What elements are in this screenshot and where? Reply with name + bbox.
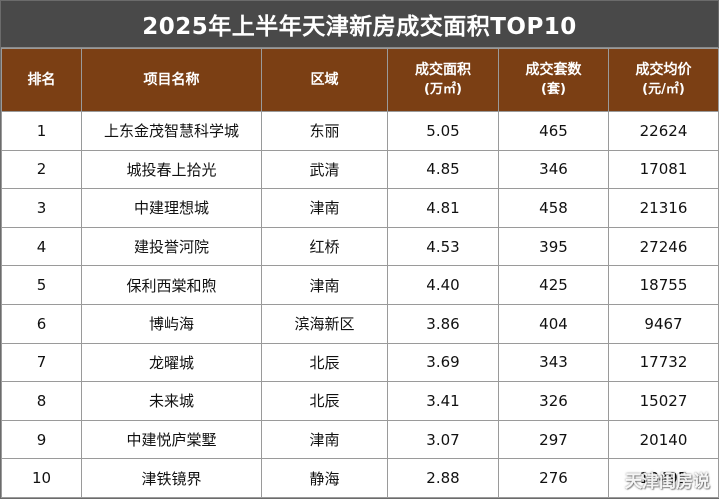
cell-area: 2.88 (387, 458, 499, 498)
cell-price: 21316 (608, 188, 719, 228)
cell-rank: 8 (1, 381, 82, 421)
cell-price: 9467 (608, 303, 719, 344)
cell-price: 18495 (608, 458, 719, 498)
cell-project: 龙曜城 (81, 342, 262, 383)
header-rank: 排名 (1, 48, 82, 112)
cell-district: 滨海新区 (261, 303, 388, 344)
cell-district: 东丽 (261, 111, 388, 151)
cell-area: 4.40 (387, 265, 499, 305)
table-row: 8 未来城 北辰 3.41 326 15027 (1, 381, 719, 421)
ranking-table: 排名 项目名称 区域 成交面积 (万㎡) 成交套数 (套) 成交均价 (元/㎡) (1, 48, 719, 498)
cell-rank: 4 (1, 226, 82, 267)
cell-units: 343 (498, 342, 609, 383)
cell-project: 中建悦庐棠墅 (81, 419, 262, 460)
table-row: 3 中建理想城 津南 4.81 458 21316 (1, 188, 719, 228)
table-row: 1 上东金茂智慧科学城 东丽 5.05 465 22624 (1, 111, 719, 151)
cell-project: 博屿海 (81, 303, 262, 344)
cell-rank: 9 (1, 419, 82, 460)
cell-units: 465 (498, 111, 609, 151)
table-row: 5 保利西棠和煦 津南 4.40 425 18755 (1, 265, 719, 305)
cell-units: 276 (498, 458, 609, 498)
cell-area: 3.41 (387, 381, 499, 421)
header-project: 项目名称 (81, 48, 262, 112)
table-row: 10 津铁镜界 静海 2.88 276 18495 (1, 458, 719, 498)
cell-price: 18755 (608, 265, 719, 305)
header-units: 成交套数 (套) (498, 48, 609, 112)
page-title: 2025年上半年天津新房成交面积TOP10 (1, 1, 718, 48)
cell-project: 保利西棠和煦 (81, 265, 262, 305)
cell-price: 15027 (608, 381, 719, 421)
cell-area: 4.53 (387, 226, 499, 267)
cell-area: 5.05 (387, 111, 499, 151)
cell-district: 红桥 (261, 226, 388, 267)
cell-rank: 2 (1, 149, 82, 190)
cell-rank: 3 (1, 188, 82, 228)
table-header: 排名 项目名称 区域 成交面积 (万㎡) 成交套数 (套) 成交均价 (元/㎡) (1, 48, 719, 112)
cell-district: 津南 (261, 265, 388, 305)
header-price-unit: (元/㎡) (642, 82, 685, 97)
table-row: 4 建投誉河院 红桥 4.53 395 27246 (1, 226, 719, 267)
header-row: 排名 项目名称 区域 成交面积 (万㎡) 成交套数 (套) 成交均价 (元/㎡) (1, 48, 719, 112)
cell-area: 4.81 (387, 188, 499, 228)
header-area: 成交面积 (万㎡) (387, 48, 499, 112)
cell-units: 346 (498, 149, 609, 190)
cell-area: 3.69 (387, 342, 499, 383)
table-row: 9 中建悦庐棠墅 津南 3.07 297 20140 (1, 419, 719, 460)
cell-price: 22624 (608, 111, 719, 151)
cell-area: 4.85 (387, 149, 499, 190)
cell-district: 武清 (261, 149, 388, 190)
cell-area: 3.07 (387, 419, 499, 460)
cell-project: 中建理想城 (81, 188, 262, 228)
header-area-label: 成交面积 (415, 62, 471, 78)
cell-district: 津南 (261, 188, 388, 228)
cell-rank: 10 (1, 458, 82, 498)
header-area-unit: (万㎡) (424, 82, 462, 97)
table-row: 6 博屿海 滨海新区 3.86 404 9467 (1, 303, 719, 344)
cell-district: 北辰 (261, 381, 388, 421)
cell-district: 静海 (261, 458, 388, 498)
table-body: 1 上东金茂智慧科学城 东丽 5.05 465 22624 2 城投春上拾光 武… (1, 111, 719, 498)
cell-units: 395 (498, 226, 609, 267)
cell-units: 297 (498, 419, 609, 460)
cell-units: 425 (498, 265, 609, 305)
cell-units: 326 (498, 381, 609, 421)
header-units-unit: (套) (541, 82, 566, 97)
cell-price: 20140 (608, 419, 719, 460)
cell-rank: 6 (1, 303, 82, 344)
header-price: 成交均价 (元/㎡) (608, 48, 719, 112)
cell-project: 未来城 (81, 381, 262, 421)
header-price-label: 成交均价 (635, 62, 692, 78)
cell-price: 17081 (608, 149, 719, 190)
cell-district: 北辰 (261, 342, 388, 383)
cell-project: 建投誉河院 (81, 226, 262, 267)
cell-area: 3.86 (387, 303, 499, 344)
cell-rank: 7 (1, 342, 82, 383)
cell-project: 上东金茂智慧科学城 (81, 111, 262, 151)
header-district: 区域 (261, 48, 388, 112)
cell-price: 27246 (608, 226, 719, 267)
cell-price: 17732 (608, 342, 719, 383)
table-row: 2 城投春上拾光 武清 4.85 346 17081 (1, 149, 719, 190)
cell-rank: 5 (1, 265, 82, 305)
cell-district: 津南 (261, 419, 388, 460)
cell-units: 404 (498, 303, 609, 344)
table-row: 7 龙曜城 北辰 3.69 343 17732 (1, 342, 719, 383)
cell-units: 458 (498, 188, 609, 228)
cell-project: 津铁镜界 (81, 458, 262, 498)
header-units-label: 成交套数 (525, 62, 582, 78)
cell-project: 城投春上拾光 (81, 149, 262, 190)
cell-rank: 1 (1, 111, 82, 151)
